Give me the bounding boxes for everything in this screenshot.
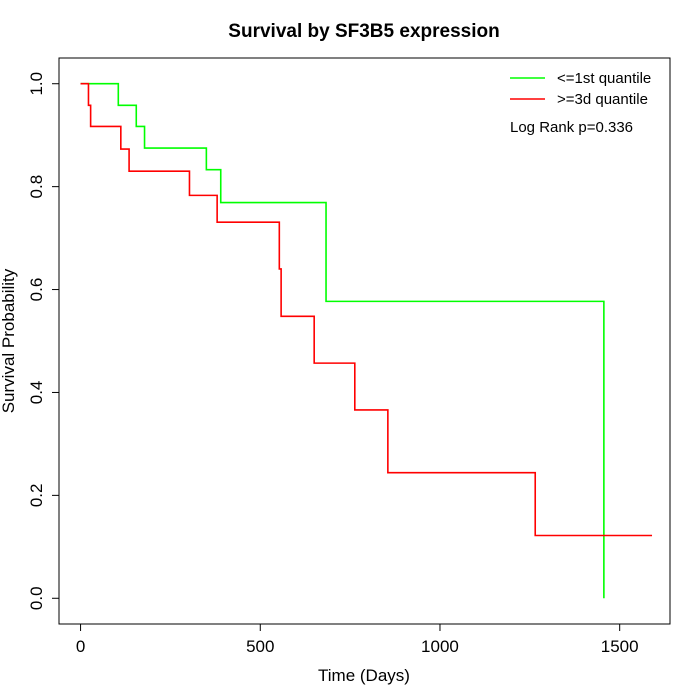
y-tick-label: 0.2: [27, 484, 46, 508]
survival-curve-low: [80, 82, 605, 599]
chart-title: Survival by SF3B5 expression: [228, 21, 499, 42]
y-tick-label: 0.6: [27, 278, 46, 302]
legend-label-high: >=3d quantile: [557, 91, 648, 108]
y-tick-label: 0.8: [27, 175, 46, 199]
legend-label-low: <=1st quantile: [557, 70, 651, 87]
x-tick-label: 1500: [601, 637, 639, 656]
x-tick-label: 0: [76, 637, 85, 656]
y-tick-label: 1.0: [27, 72, 46, 96]
legend: <=1st quantile >=3d quantile: [510, 70, 651, 108]
x-axis-label: Time (Days): [318, 666, 410, 685]
survival-curve-high: [80, 82, 653, 537]
series-layer: [80, 82, 653, 599]
y-tick-label: 0.0: [27, 586, 46, 610]
plot-frame: [58, 57, 671, 625]
y-tick-label: 0.4: [27, 381, 46, 405]
x-axis: 0 500 1000 1500: [76, 623, 639, 656]
y-axis-label: Survival Probability: [0, 268, 18, 413]
x-tick-label: 500: [246, 637, 274, 656]
x-tick-label: 1000: [421, 637, 459, 656]
y-axis: 0.0 0.2 0.4 0.6 0.8 1.0: [27, 72, 60, 610]
log-rank-annotation: Log Rank p=0.336: [510, 119, 633, 136]
